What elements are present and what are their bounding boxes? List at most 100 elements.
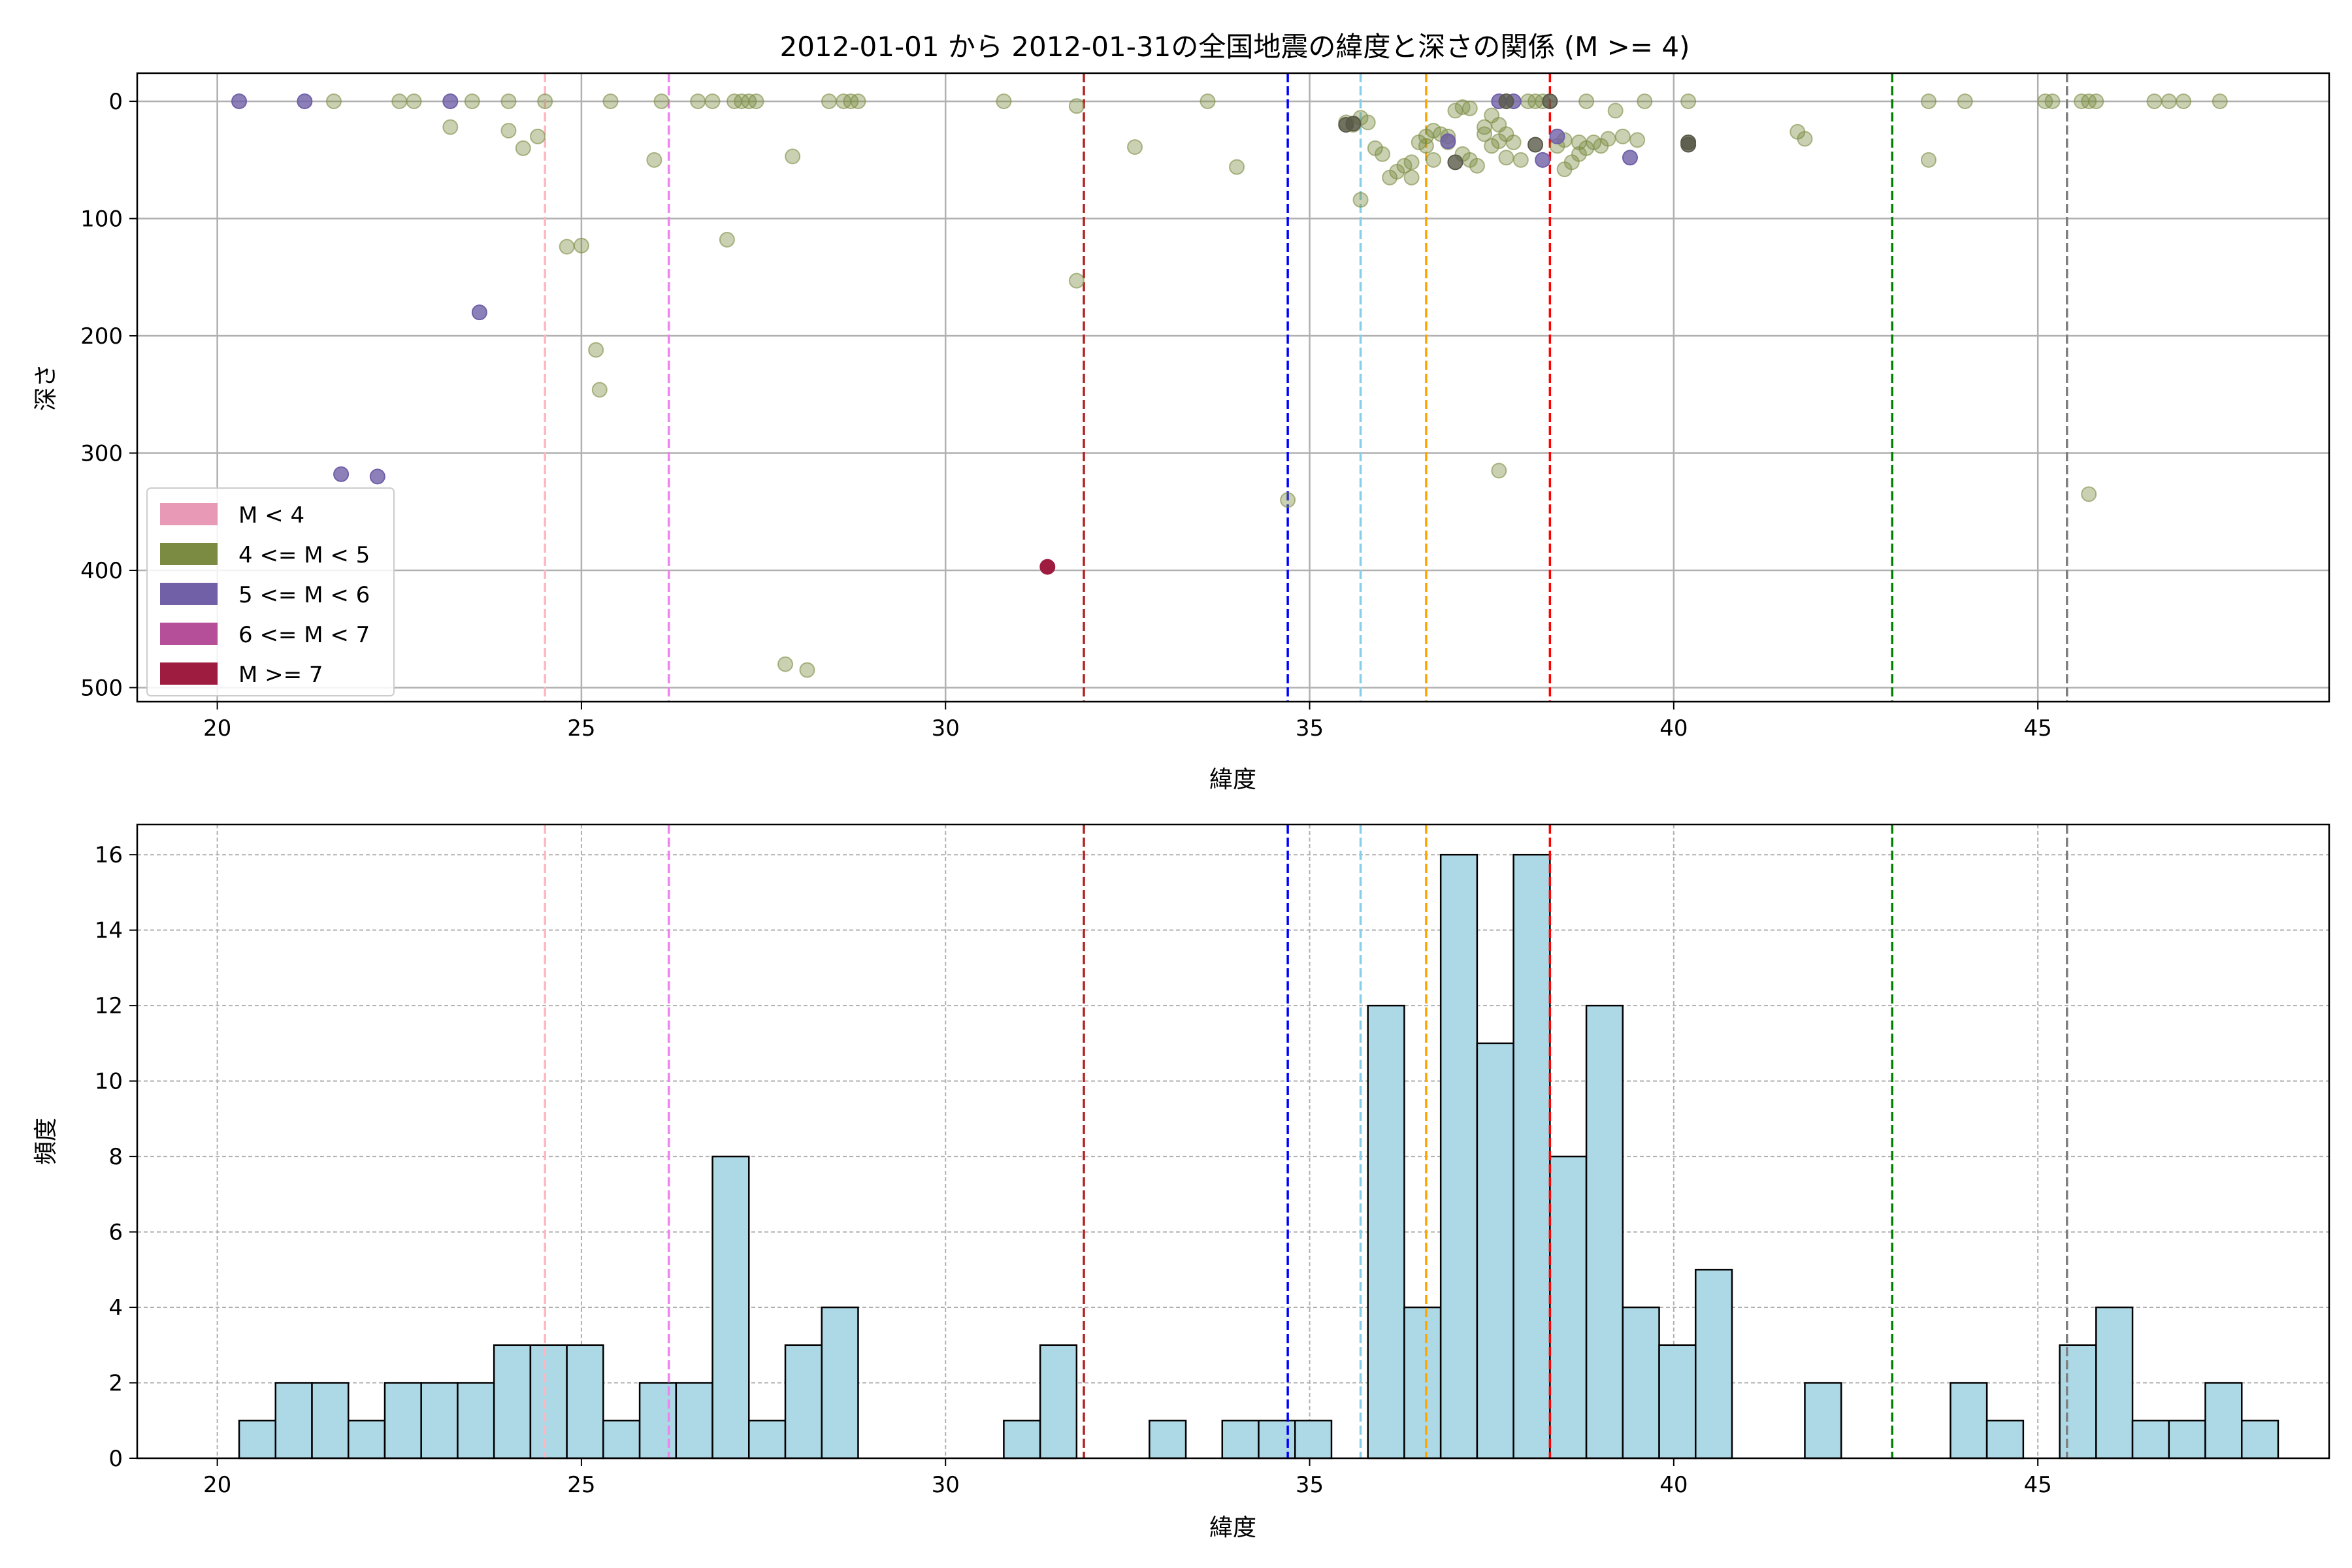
scatter-point (1920, 152, 1936, 168)
scatter-point (1491, 463, 1507, 479)
histogram-bar (1658, 1344, 1697, 1460)
scatter-point (1920, 93, 1936, 110)
histogram-bar (2240, 1420, 2279, 1460)
histogram-bars (238, 853, 2279, 1460)
histogram-bar (1039, 1344, 1078, 1460)
histogram-axes: 20 25 30 35 40 45 0 2 4 6 8 10 12 14 16 緯度 頻度 (33, 823, 2330, 1541)
legend-label: M >= 7 (238, 662, 323, 688)
histogram-bar (311, 1382, 350, 1460)
scatter-point (1440, 133, 1456, 150)
scatter-point (1680, 137, 1697, 153)
scatter-point (2161, 93, 2177, 110)
scatter-point (325, 93, 342, 110)
scatter-point (1614, 128, 1631, 144)
scatter-point (2044, 93, 2061, 110)
histogram-bar (1622, 1306, 1660, 1460)
legend-label: 5 <= M < 6 (238, 582, 370, 608)
scatter-point (530, 128, 546, 144)
histogram-bar (2059, 1344, 2097, 1460)
scatter-point (1068, 272, 1085, 289)
scatter-point (1403, 154, 1420, 171)
scatter-point (1360, 114, 1376, 131)
histogram-bar (602, 1420, 641, 1460)
scatter-point (2088, 93, 2104, 110)
legend-label: 4 <= M < 5 (238, 542, 370, 568)
scatter-point (1600, 131, 1616, 147)
histogram-y-tick-label: 14 (95, 918, 123, 944)
scatter-point (1280, 492, 1296, 508)
scatter-point (231, 93, 248, 110)
scatter-point (297, 93, 313, 110)
scatter-x-tick-label: 30 (932, 715, 960, 742)
scatter-x-tick-label: 20 (203, 715, 231, 742)
histogram-y-tick-label: 4 (108, 1295, 123, 1321)
scatter-point (1345, 116, 1362, 132)
scatter-point (1957, 93, 1973, 110)
scatter-point (1498, 93, 1514, 110)
scatter-point (704, 93, 721, 110)
scatter-point (2081, 486, 2097, 502)
scatter-x-tick-label: 25 (567, 715, 595, 742)
histogram-bar (2168, 1420, 2206, 1460)
histogram-y-axis-label: 頻度 (33, 1118, 59, 1165)
histogram-x-tick-label: 25 (567, 1472, 595, 1498)
scatter-point (1797, 131, 1813, 147)
histogram-bar (2095, 1306, 2134, 1460)
histogram-y-tick-label: 6 (108, 1220, 123, 1246)
scatter-point (1426, 152, 1442, 168)
histogram-bar (748, 1420, 787, 1460)
scatter-axes: 20 25 30 35 40 45 0 100 200 300 400 500 緯度 深さ M < 4… (33, 72, 2330, 793)
scatter-point (1229, 159, 1245, 175)
scatter-y-axis-label: 深さ (33, 364, 59, 411)
histogram-y-tick-label: 8 (108, 1144, 123, 1170)
histogram-bar (1367, 1004, 1405, 1460)
scatter-point (1374, 146, 1390, 162)
legend-label: 6 <= M < 7 (238, 622, 370, 648)
scatter-point (2146, 93, 2163, 110)
scatter-point (748, 93, 764, 110)
scatter-point (1637, 93, 1653, 110)
histogram-bar (1439, 853, 1478, 1460)
histogram-reference-lines (544, 825, 2068, 1458)
scatter-point (1396, 157, 1413, 174)
histogram-x-axis-label: 緯度 (1209, 1514, 1256, 1541)
histogram-bar (1512, 853, 1551, 1460)
histogram-bar (638, 1382, 678, 1460)
scatter-point (1527, 137, 1544, 153)
histogram-bar (420, 1382, 459, 1460)
scatter-point (1542, 93, 1558, 110)
histogram-x-tick-label: 45 (2024, 1472, 2052, 1498)
scatter-point (1629, 132, 1646, 148)
scatter-grid (137, 73, 2329, 702)
histogram-bar (566, 1344, 604, 1460)
scatter-point (850, 93, 866, 110)
scatter-point (500, 122, 517, 139)
chart-title: 2012-01-01 から 2012-01-31の全国地震の緯度と深さの関係 (… (779, 31, 1690, 63)
scatter-point (1039, 559, 1056, 575)
scatter-point (442, 119, 459, 135)
histogram-bar (784, 1344, 823, 1460)
histogram-y-tick-label: 12 (95, 993, 123, 1019)
scatter-point (1622, 150, 1638, 166)
scatter-point (646, 152, 662, 168)
scatter-point (719, 231, 735, 248)
scatter-point (2212, 93, 2228, 110)
histogram-bar (1149, 1420, 1187, 1460)
scatter-point (559, 238, 575, 255)
scatter-point (2176, 93, 2192, 110)
scatter-point (1512, 152, 1529, 168)
histogram-bar (711, 1155, 750, 1460)
histogram-bar (274, 1382, 313, 1460)
histogram-bar (384, 1382, 422, 1460)
scatter-point (591, 382, 608, 398)
histogram-x-tick-label: 20 (203, 1472, 231, 1498)
scatter-point (1505, 134, 1522, 150)
scatter-point (1498, 150, 1514, 166)
scatter-point (442, 93, 459, 110)
scatter-point (1200, 93, 1216, 110)
histogram-bar (1804, 1382, 1842, 1460)
scatter-points (231, 93, 2228, 678)
legend-swatch (160, 503, 218, 525)
scatter-reference-lines (544, 73, 2068, 702)
scatter-x-tick-label: 35 (1296, 715, 1324, 742)
